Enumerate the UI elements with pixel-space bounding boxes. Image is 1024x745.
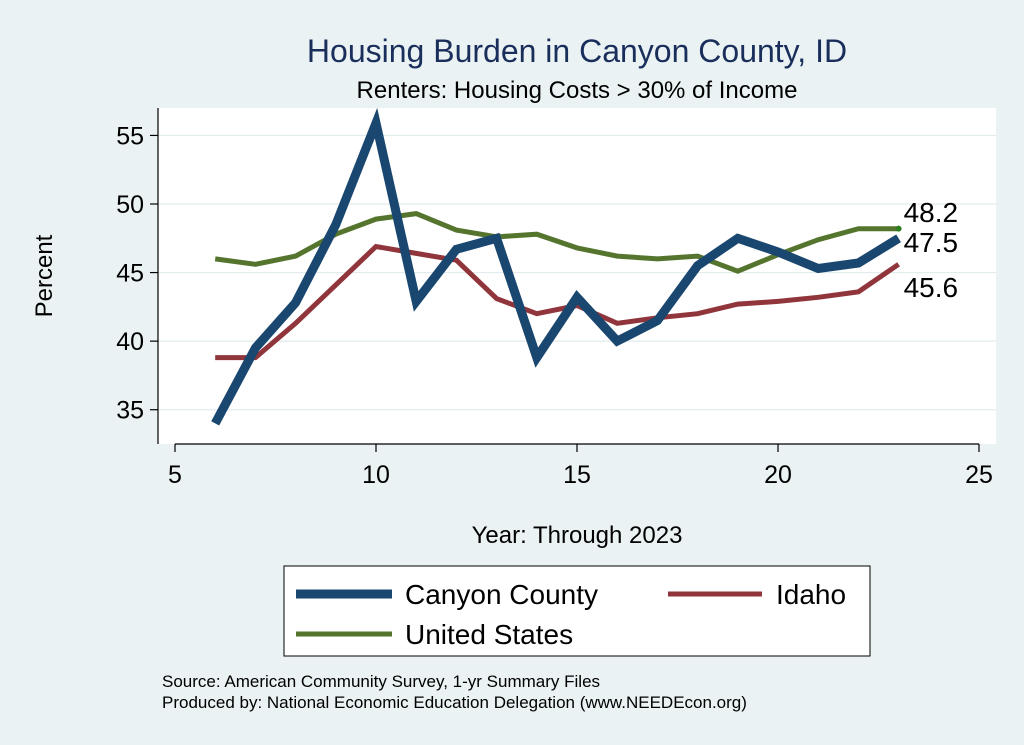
- x-axis-title: Year: Through 2023: [472, 522, 683, 549]
- producer-note: Produced by: National Economic Education…: [162, 693, 747, 712]
- end-labels: 48.247.5 45.6: [895, 197, 959, 303]
- y-tick-label: 55: [116, 122, 144, 150]
- y-axis-title: Percent: [31, 234, 58, 317]
- series-line-idaho: [215, 243, 901, 361]
- x-tick-label: 5: [168, 461, 182, 489]
- end-label-united-states: 48.2: [904, 197, 959, 228]
- chart-subtitle: Renters: Housing Costs > 30% of Income: [357, 77, 798, 104]
- x-tick-label: 25: [965, 461, 993, 489]
- grid-lines: [158, 134, 996, 411]
- y-axis-ticks: 35 40 45 50 55: [116, 122, 158, 425]
- legend-label-united-states: United States: [405, 619, 573, 650]
- y-tick-label: 50: [116, 191, 144, 219]
- legend-label-canyon-county: Canyon County: [405, 579, 598, 610]
- x-tick-label: 20: [764, 461, 792, 489]
- source-note: Source: American Community Survey, 1-yr …: [162, 672, 600, 691]
- x-tick-label: 10: [362, 461, 390, 489]
- y-tick-label: 35: [116, 397, 144, 425]
- x-tick-label: 15: [563, 461, 591, 489]
- end-marker-united-states: [895, 225, 902, 232]
- legend: Canyon County Idaho United States: [283, 565, 871, 657]
- end-label-idaho: 45.6: [904, 272, 959, 303]
- x-axis-ticks: 5 10 15 20 25: [168, 444, 993, 489]
- plot-area: [158, 108, 996, 444]
- legend-box: [283, 565, 871, 657]
- y-tick-label: 45: [116, 260, 144, 288]
- legend-label-idaho: Idaho: [776, 579, 846, 610]
- series-line-canyon-county: [211, 107, 901, 426]
- end-label-canyon-county: 47.5: [904, 227, 959, 258]
- series-lines: [211, 107, 901, 426]
- chart-title: Housing Burden in Canyon County, ID: [307, 33, 847, 69]
- y-tick-label: 40: [116, 328, 144, 356]
